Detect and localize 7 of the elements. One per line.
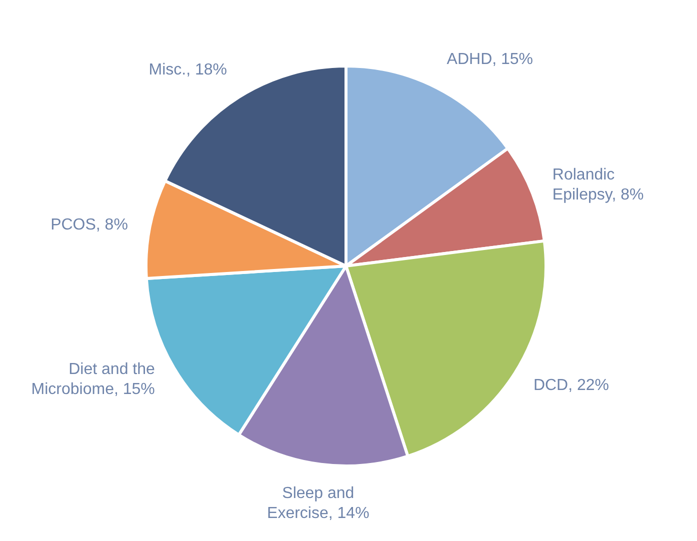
slice-label: PCOS, 8% [50,216,128,234]
slice-label: DCD, 22% [533,376,610,394]
slice-label: Rolandic Epilepsy, 8% [552,166,644,204]
slice-label: Misc., 18% [148,62,228,79]
slice-label: Diet and the Microbiome, 15% [31,361,156,398]
slice-label: ADHD, 15% [446,51,534,68]
slice-label: Sleep and Exercise, 14% [267,485,370,522]
